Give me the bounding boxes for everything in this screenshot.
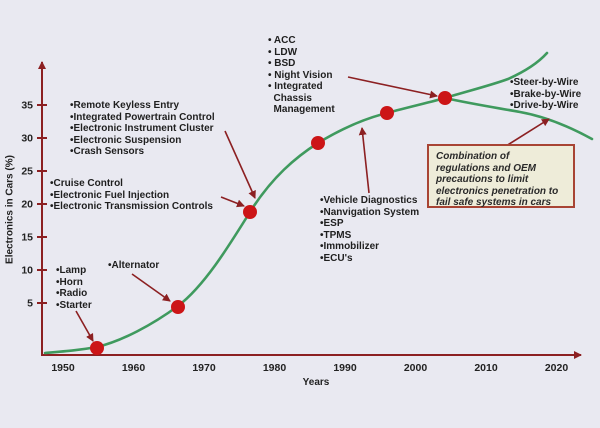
y-tick-label: 20 xyxy=(21,199,33,211)
data-point-2004 xyxy=(438,91,452,105)
y-tick-label: 30 xyxy=(21,133,33,145)
data-point-1955 xyxy=(90,341,104,355)
callout-box: Combination of regulations and OEM preca… xyxy=(427,144,575,208)
x-axis-labels: 1950 1960 1970 1980 1990 2000 2010 2020 xyxy=(51,362,568,374)
y-tick-label: 10 xyxy=(21,265,33,277)
y-tick-label: 35 xyxy=(21,100,33,112)
acc-arrow xyxy=(347,76,438,99)
annotation-diagnostics-list: •Vehicle Diagnostics •Nanvigation System… xyxy=(320,195,420,264)
y-tick-label: 5 xyxy=(27,298,33,310)
x-tick-label: 2000 xyxy=(404,362,428,374)
annotation-by-wire-list: •Steer-by-Wire •Brake-by-Wire •Drive-by-… xyxy=(510,77,582,111)
y-tick-label: 25 xyxy=(21,166,33,178)
data-point-1987 xyxy=(311,136,325,150)
data-points xyxy=(90,91,452,355)
x-tick-label: 1990 xyxy=(333,362,357,374)
rke-arrow xyxy=(224,130,256,199)
data-point-1966 xyxy=(171,300,185,314)
lamp-arrow xyxy=(75,310,94,342)
annotation-lamp-list: •Lamp •Horn •Radio •Starter xyxy=(56,265,92,311)
x-tick-label: 1970 xyxy=(192,362,216,374)
x-tick-label: 2020 xyxy=(545,362,569,374)
alternator-arrow xyxy=(131,273,171,302)
x-tick-label: 2010 xyxy=(474,362,498,374)
curve-projection-lower xyxy=(443,96,594,141)
curve-projection-upper xyxy=(443,51,549,100)
annotation-remote-keyless-list: •Remote Keyless Entry •Integrated Powert… xyxy=(70,100,215,157)
data-point-1996 xyxy=(380,106,394,120)
y-tick-label: 15 xyxy=(21,232,33,244)
data-point-1977 xyxy=(243,205,257,219)
x-tick-label: 1960 xyxy=(122,362,146,374)
y-axis-ticks: 5 10 15 20 25 30 35 xyxy=(21,100,47,310)
annotation-alternator: •Alternator xyxy=(108,260,160,271)
diagnostics-arrow xyxy=(358,127,370,194)
annotation-acc-list: • ACC • LDW • BSD • Night Vision • Integ… xyxy=(268,35,335,115)
cruise-arrow xyxy=(220,196,245,208)
x-tick-label: 1950 xyxy=(51,362,75,374)
annotation-arrows xyxy=(75,76,550,342)
callout-arrow xyxy=(505,118,550,147)
x-tick-label: 1980 xyxy=(263,362,287,374)
y-axis-title: Electronics in Cars (%) xyxy=(4,155,16,264)
annotation-cruise-control-list: •Cruise Control •Electronic Fuel Injecti… xyxy=(50,178,213,212)
x-axis-title: Years xyxy=(302,377,330,388)
